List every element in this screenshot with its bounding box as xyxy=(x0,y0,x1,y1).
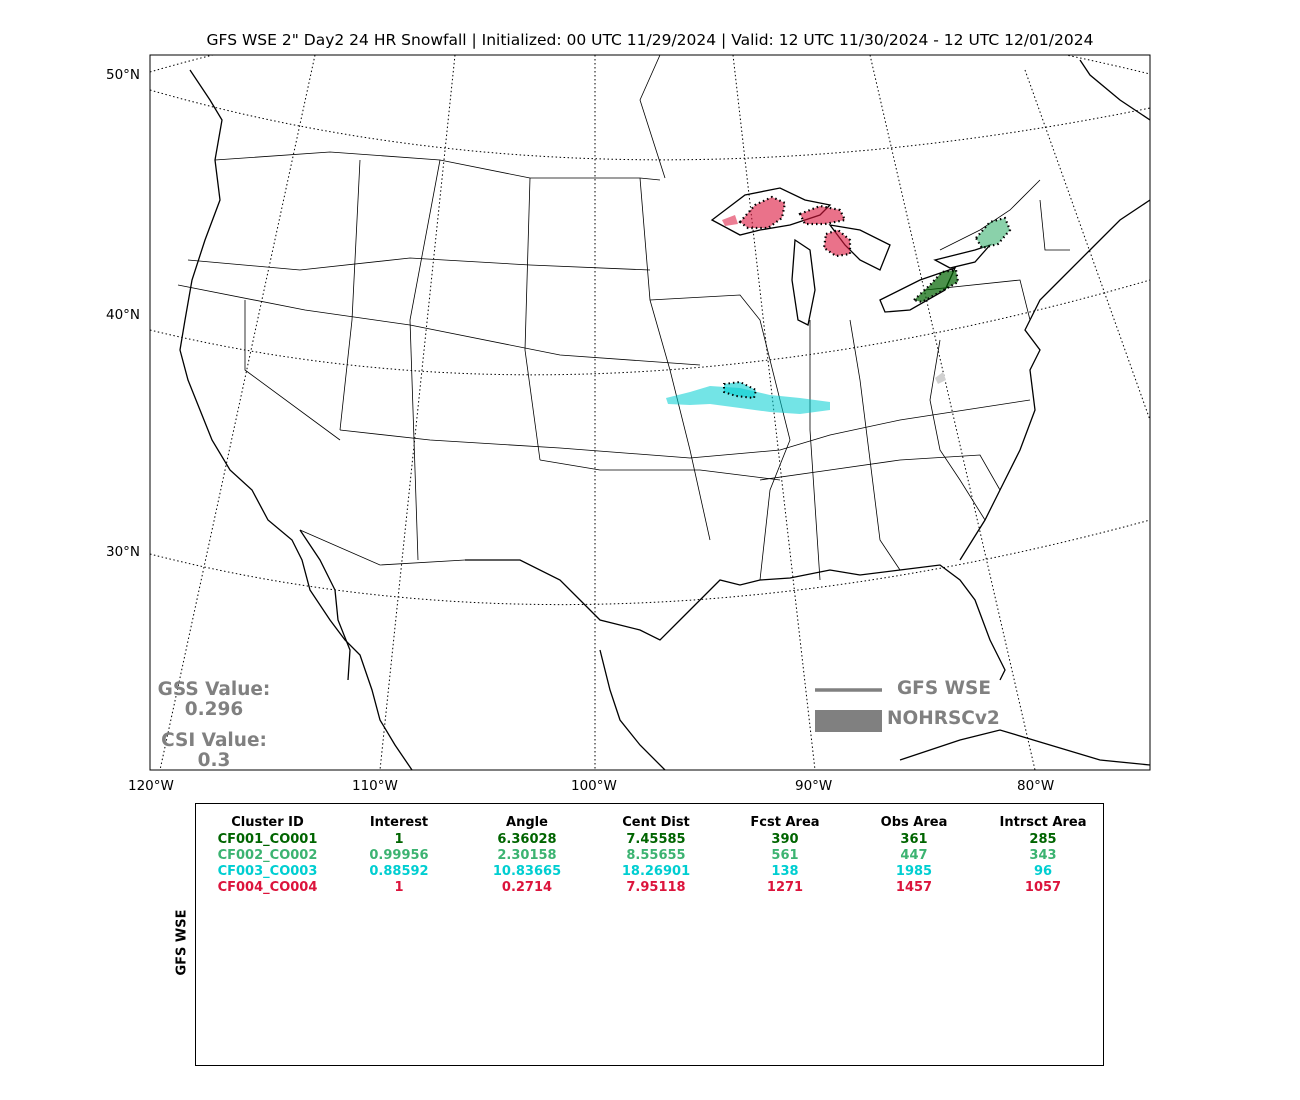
map-layer xyxy=(150,55,1150,770)
header-angle: Angle xyxy=(506,815,548,830)
cluster-table-frame xyxy=(195,803,1104,1066)
snow-clusters xyxy=(666,195,1012,414)
cell-cluster-id: CF003_CO003 xyxy=(217,864,318,879)
cell-angle: 6.36028 xyxy=(497,832,557,847)
cluster-cf003-forecast xyxy=(723,380,758,400)
legend-observed-swatch xyxy=(815,710,882,732)
cell-cluster-id: CF004_CO004 xyxy=(217,880,318,895)
cluster-stats-table: Cluster ID Interest Angle Cent Dist Fcst… xyxy=(200,814,1107,896)
cell-fcst-area: 138 xyxy=(771,864,799,879)
cell-cluster-id: CF001_CO001 xyxy=(217,832,318,847)
cell-angle: 2.30158 xyxy=(497,848,557,863)
table-header-row: Cluster ID Interest Angle Cent Dist Fcst… xyxy=(200,814,1107,832)
lon-label-90w: 90°W xyxy=(795,778,833,794)
cluster-cf001-observed xyxy=(911,268,960,304)
cell-obs-area: 447 xyxy=(900,848,928,863)
cell-obs-area: 361 xyxy=(900,832,928,847)
trace-gray-patch xyxy=(935,372,946,384)
table-row: CF001_CO001 1 6.36028 7.45585 390 361 285 xyxy=(200,832,1107,848)
cluster-cf004-observed-b xyxy=(798,204,847,226)
gss-value: 0.296 xyxy=(184,699,244,720)
cell-obs-area: 1457 xyxy=(895,880,933,895)
table-row: CF004_CO004 1 0.2714 7.95118 1271 1457 1057 xyxy=(200,880,1107,896)
header-cluster-id: Cluster ID xyxy=(231,815,304,830)
map-frame xyxy=(149,54,1151,771)
cluster-cf002-observed xyxy=(974,216,1012,250)
gss-label: GSS Value: xyxy=(157,679,271,700)
cell-angle: 0.2714 xyxy=(501,880,553,895)
cell-intrsct-area: 343 xyxy=(1029,848,1057,863)
map-title: GFS WSE 2" Day2 24 HR Snowfall | Initial… xyxy=(206,31,1094,49)
header-obs-area: Obs Area xyxy=(880,815,948,830)
cell-cent-dist: 7.45585 xyxy=(626,832,686,847)
csi-label: CSI Value: xyxy=(161,730,267,751)
cell-intrsct-area: 285 xyxy=(1029,832,1057,847)
lat-label-50n: 50°N xyxy=(106,67,141,83)
longitude-gridlines xyxy=(159,55,1150,770)
cluster-cf003-observed xyxy=(666,386,830,414)
cell-obs-area: 1985 xyxy=(895,864,933,879)
legend-observed-label: NOHRSCv2 xyxy=(887,708,1000,729)
cluster-cf004-forecast-small xyxy=(722,215,738,226)
cluster-cf004-observed-a xyxy=(738,195,787,230)
cell-angle: 10.83665 xyxy=(492,864,562,879)
lat-label-40n: 40°N xyxy=(106,307,141,323)
lon-label-100w: 100°W xyxy=(571,778,617,794)
header-fcst-area: Fcst Area xyxy=(750,815,820,830)
cell-cent-dist: 18.26901 xyxy=(621,864,691,879)
cell-interest: 0.88592 xyxy=(369,864,429,879)
cell-fcst-area: 561 xyxy=(771,848,799,863)
lon-label-110w: 110°W xyxy=(352,778,398,794)
latitude-gridlines xyxy=(150,55,1150,606)
cell-fcst-area: 1271 xyxy=(766,880,804,895)
table-row: CF002_CO002 0.99956 2.30158 8.55655 561 447 34… xyxy=(200,848,1107,864)
lon-label-120w: 120°W xyxy=(128,778,174,794)
cluster-cf004-observed-c xyxy=(822,228,852,258)
cell-intrsct-area: 1057 xyxy=(1024,880,1062,895)
cell-intrsct-area: 96 xyxy=(1033,864,1053,879)
csi-value: 0.3 xyxy=(197,750,231,771)
cell-fcst-area: 390 xyxy=(771,832,799,847)
coastlines xyxy=(179,59,1150,770)
table-side-label: GFS WSE xyxy=(174,909,190,976)
table-row: CF003_CO003 0.88592 10.83665 18.26901 138 198… xyxy=(200,864,1107,880)
legend-forecast-label: GFS WSE xyxy=(897,678,991,699)
cell-interest: 1 xyxy=(394,880,404,895)
cell-cent-dist: 7.95118 xyxy=(626,880,686,895)
header-intrsct-area: Intrsct Area xyxy=(999,815,1087,830)
cell-cent-dist: 8.55655 xyxy=(626,848,686,863)
header-cent-dist: Cent Dist xyxy=(622,815,690,830)
cell-interest: 1 xyxy=(394,832,404,847)
cell-interest: 0.99956 xyxy=(369,848,429,863)
cell-cluster-id: CF002_CO002 xyxy=(217,848,318,863)
state-borders xyxy=(177,55,1070,581)
header-interest: Interest xyxy=(369,815,429,830)
lon-label-80w: 80°W xyxy=(1017,778,1055,794)
lat-label-30n: 30°N xyxy=(106,544,141,560)
